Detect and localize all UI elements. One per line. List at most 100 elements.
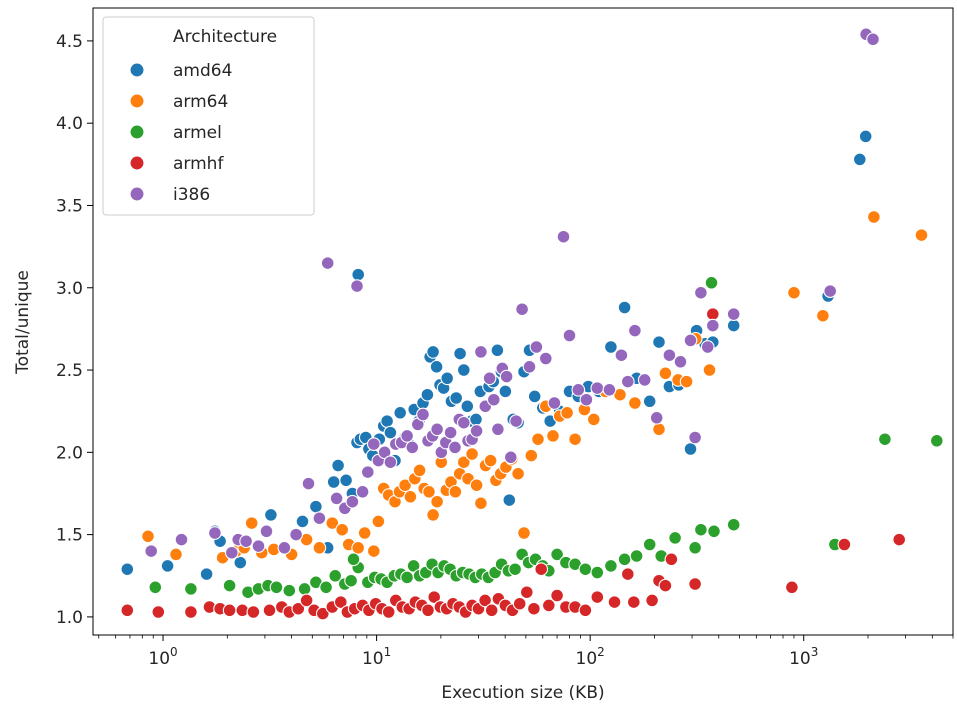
data-point-armel	[269, 580, 284, 595]
data-point-amd64	[383, 425, 398, 440]
data-point-amd64	[490, 343, 505, 358]
data-point-arm64	[371, 514, 386, 529]
data-point-i386	[443, 425, 458, 440]
data-point-arm64	[560, 405, 574, 420]
data-point-armel	[629, 549, 644, 563]
data-point-amd64	[604, 340, 618, 354]
data-point-arm64	[511, 466, 525, 481]
data-point-amd64	[527, 389, 542, 404]
legend-entry-armhf: armhf	[129, 154, 224, 174]
data-point-arm64	[351, 540, 366, 555]
data-point-armhf	[527, 601, 541, 616]
data-point-arm64	[244, 516, 259, 530]
data-point-arm64	[652, 422, 666, 437]
data-point-arm64	[531, 432, 545, 447]
data-point-i386	[259, 524, 274, 539]
y-tick-label: 3.0	[56, 279, 83, 299]
data-point-armel	[282, 583, 297, 598]
data-point-armhf	[664, 552, 679, 567]
data-point-amd64	[498, 384, 513, 399]
data-point-armhf	[291, 601, 306, 616]
series-arm64	[141, 210, 929, 565]
data-point-arm64	[524, 448, 539, 463]
data-point-i386	[628, 323, 642, 338]
data-point-amd64	[449, 391, 464, 405]
data-point-armel	[319, 580, 333, 595]
data-point-amd64	[858, 129, 873, 144]
data-point-armhf	[246, 605, 261, 619]
data-point-arm64	[658, 366, 673, 381]
data-point-i386	[469, 424, 484, 438]
data-point-i386	[366, 437, 381, 451]
data-point-i386	[694, 285, 708, 300]
data-point-i386	[405, 440, 420, 455]
data-point-i386	[700, 340, 715, 354]
data-point-armel	[184, 582, 198, 596]
x-tick-label: 101	[362, 645, 391, 669]
x-tick-exponent: 0	[170, 645, 178, 659]
data-point-armhf	[222, 603, 237, 618]
x-tick-exponent: 1	[384, 645, 392, 659]
data-point-armhf	[235, 603, 250, 618]
data-point-amd64	[642, 394, 657, 409]
data-point-armel	[707, 524, 721, 539]
y-axis: 1.0 1.5 2.0 2.5 3.0 3.5 4.0 4.5	[56, 32, 93, 628]
data-point-armhf	[658, 578, 673, 593]
data-point-armhf	[333, 595, 348, 609]
data-point-armel	[328, 568, 343, 583]
data-point-i386	[705, 318, 720, 333]
data-point-amd64	[393, 405, 408, 420]
data-point-i386	[208, 526, 222, 540]
data-point-arm64	[325, 516, 340, 530]
data-point-arm64	[169, 547, 183, 562]
data-point-amd64	[469, 412, 483, 427]
data-point-arm64	[816, 308, 830, 323]
data-point-i386	[312, 511, 327, 526]
data-point-amd64	[460, 399, 475, 414]
data-point-armhf	[578, 603, 593, 618]
data-point-i386	[345, 494, 360, 509]
data-point-armhf	[484, 603, 499, 618]
series-i386	[144, 27, 880, 560]
data-point-i386	[866, 32, 880, 47]
data-point-armel	[704, 275, 719, 290]
data-point-i386	[456, 415, 471, 430]
legend-label: armel	[173, 123, 222, 143]
data-point-armhf	[381, 605, 396, 619]
x-tick-base: 10	[789, 649, 811, 669]
data-point-i386	[448, 440, 462, 455]
data-point-armel	[642, 537, 657, 552]
data-point-amd64	[456, 363, 471, 377]
x-tick-label: 100	[148, 645, 177, 669]
data-point-armhf	[427, 590, 442, 604]
data-point-armhf	[151, 605, 166, 619]
data-point-armel	[344, 573, 358, 588]
data-point-armhf	[299, 593, 314, 608]
x-tick-base: 10	[148, 649, 170, 669]
data-point-armel	[508, 562, 522, 577]
data-point-amd64	[852, 152, 867, 167]
data-point-armhf	[607, 595, 622, 609]
data-point-armel	[929, 433, 944, 448]
legend-label: armhf	[173, 154, 224, 174]
data-point-i386	[602, 382, 617, 397]
legend-entry-i386: i386	[129, 185, 210, 205]
y-axis-title: Total/unique	[13, 270, 33, 375]
data-point-armhf	[120, 603, 135, 618]
series-armel	[148, 275, 944, 600]
y-tick-label: 1.5	[56, 526, 83, 546]
data-point-i386	[499, 369, 514, 384]
data-point-amd64	[309, 499, 323, 514]
data-point-armel	[550, 547, 564, 562]
data-point-arm64	[412, 463, 427, 478]
data-point-armel	[406, 559, 421, 573]
data-point-i386	[538, 351, 553, 366]
legend-marker	[129, 93, 145, 109]
data-point-armel	[668, 531, 682, 545]
y-tick-label: 4.0	[56, 114, 83, 134]
data-point-i386	[383, 455, 398, 470]
x-tick-label: 102	[576, 645, 605, 669]
data-point-arm64	[312, 540, 327, 555]
data-point-i386	[320, 256, 335, 270]
data-point-armhf	[550, 588, 564, 603]
